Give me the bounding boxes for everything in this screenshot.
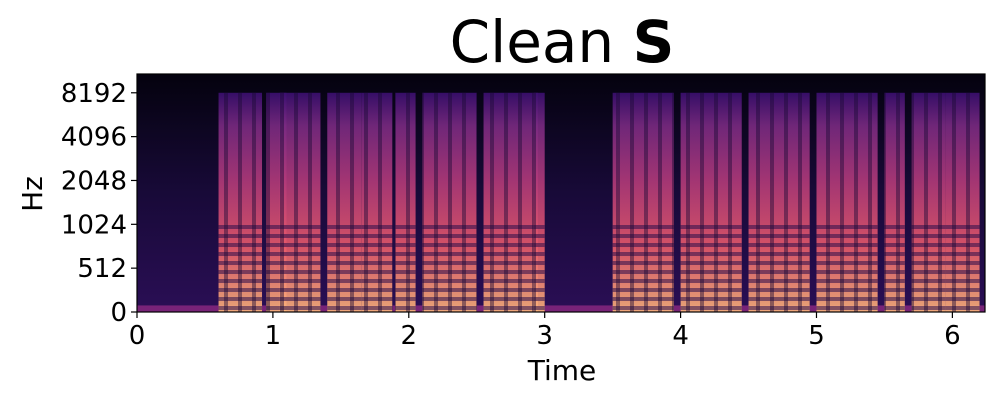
x-tick-label: 2 (401, 321, 418, 351)
y-tick-label: 1024 (61, 210, 127, 240)
segment-texture (911, 92, 946, 312)
y-axis-label: Hz (16, 176, 49, 212)
voiced-segment (680, 92, 742, 312)
voiced-segment (612, 92, 674, 312)
y-tick-label: 4096 (61, 123, 127, 153)
x-tick-label: 0 (129, 321, 146, 351)
x-tick-label: 3 (536, 321, 553, 351)
x-tick-label: 1 (265, 321, 282, 351)
chart-title: Clean S (450, 8, 675, 76)
low-band (137, 305, 985, 312)
y-tick-label: 512 (77, 254, 127, 284)
segment-texture (612, 92, 674, 312)
segment-texture (945, 92, 980, 312)
x-tick-label: 5 (808, 321, 825, 351)
voiced-segment (533, 92, 545, 312)
voiced-segment (218, 92, 263, 312)
segment-texture (218, 92, 263, 312)
segment-texture (680, 92, 742, 312)
y-tick-label: 8192 (61, 79, 127, 109)
segment-texture (816, 92, 878, 312)
segment-texture (533, 92, 545, 312)
voiced-segment (748, 92, 810, 312)
y-tick-label: 0 (110, 298, 127, 328)
voiced-segment (945, 92, 980, 312)
segment-texture (395, 92, 416, 312)
voiced-segment (884, 92, 905, 312)
title-text: Clean (450, 8, 615, 76)
x-tick-label: 6 (944, 321, 961, 351)
voiced-segment (395, 92, 416, 312)
voiced-segment (816, 92, 878, 312)
voiced-segment (361, 92, 393, 312)
title-symbol: S (633, 8, 675, 76)
voiced-segment (911, 92, 946, 312)
plot-frame (136, 73, 986, 313)
segment-texture (361, 92, 393, 312)
segment-texture (884, 92, 905, 312)
voiced-segment (483, 92, 538, 312)
x-axis-label: Time (527, 354, 597, 387)
voiced-segment (279, 92, 321, 312)
voiced-segment (422, 92, 477, 312)
x-tick-label: 4 (672, 321, 689, 351)
y-tick-label: 2048 (61, 166, 127, 196)
voiced-segment (327, 92, 362, 312)
segment-texture (748, 92, 810, 312)
segment-texture (327, 92, 362, 312)
segment-texture (279, 92, 321, 312)
segment-texture (483, 92, 538, 312)
segment-texture (422, 92, 477, 312)
